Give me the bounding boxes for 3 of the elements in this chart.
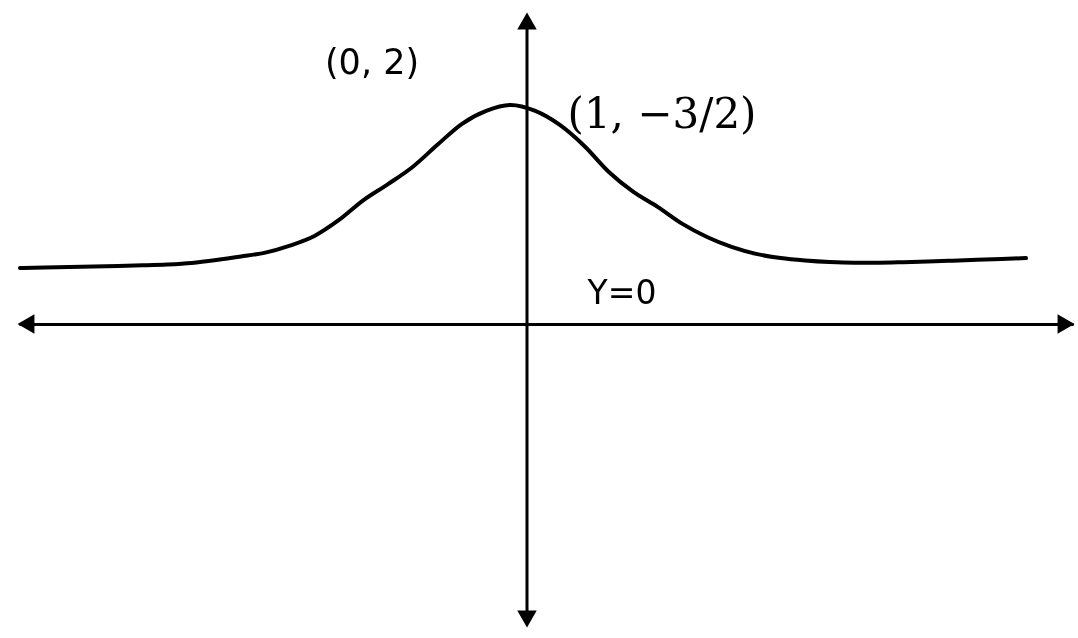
annotation: (1, −3/2) <box>567 89 757 138</box>
annotation: Y=0 <box>586 273 657 312</box>
text: (0, 2) <box>324 42 420 82</box>
